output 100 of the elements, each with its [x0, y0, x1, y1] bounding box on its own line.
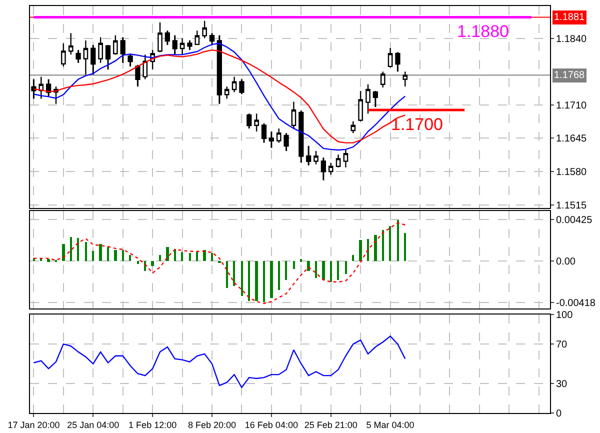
bar [181, 252, 183, 262]
y-tick-label: 1.1515 [556, 200, 588, 212]
candlestick [224, 86, 230, 100]
candlestick [135, 64, 140, 88]
bar [196, 252, 198, 262]
candlestick [320, 156, 326, 181]
candlestick [395, 51, 400, 72]
candlestick [105, 44, 111, 70]
candlestick [239, 78, 244, 95]
bar [337, 261, 339, 280]
y-tick-label: 0.00 [556, 256, 576, 268]
x-tick-label: 16 Feb 04:00 [244, 420, 298, 430]
bar [352, 255, 354, 262]
candlestick [90, 44, 96, 76]
candlestick [306, 145, 312, 166]
series-label: 1.1700 [391, 115, 443, 134]
candlestick [172, 34, 178, 56]
candlestick [180, 38, 185, 56]
candlestick [158, 22, 162, 53]
candlestick [291, 101, 296, 130]
y-tick-label: 1.1580 [556, 166, 588, 178]
candlestick [61, 42, 66, 68]
bar [137, 261, 139, 264]
candlestick [350, 120, 356, 134]
candlestick [187, 40, 192, 51]
bar [330, 261, 332, 282]
y-tick-label: 1.1645 [556, 134, 588, 145]
candlestick [328, 162, 334, 176]
candlestick [46, 78, 52, 97]
bar [174, 249, 176, 262]
bar [300, 259, 302, 262]
candlestick [284, 132, 289, 152]
candlestick [314, 150, 318, 165]
bar [114, 250, 117, 262]
bar [315, 261, 317, 278]
y-tick-label: 1.1840 [556, 34, 588, 45]
line-series [33, 222, 406, 304]
bar [92, 251, 94, 262]
candlestick [276, 128, 282, 144]
bar [367, 239, 369, 262]
candlestick [164, 30, 170, 46]
y-tick-label: 100 [556, 310, 574, 322]
candlestick [83, 40, 88, 76]
bar [77, 238, 79, 262]
candlestick [336, 154, 341, 168]
candlestick [298, 110, 304, 164]
bar [263, 261, 265, 302]
bar [189, 253, 191, 262]
bar [359, 240, 362, 262]
bar [62, 244, 65, 262]
candlestick [402, 70, 408, 88]
bar [255, 261, 258, 302]
bar [404, 233, 406, 262]
bar [203, 250, 206, 262]
x-tick-label: 25 Feb 21:00 [304, 420, 358, 430]
bar [85, 242, 87, 262]
y-tick-label: 70 [556, 340, 568, 351]
candlestick [209, 32, 215, 46]
x-tick-label: 25 Jan 04:00 [67, 420, 120, 430]
x-tick-label: 1 Feb 12:00 [128, 420, 177, 430]
x-tick-label: 8 Feb 20:00 [188, 420, 236, 430]
x-tick-label: 17 Jan 20:00 [8, 420, 60, 430]
bar [129, 255, 131, 262]
candlestick [98, 36, 103, 64]
bar [374, 235, 377, 262]
ref-line-label: 1.1768 [554, 70, 586, 81]
y-tick-label: -0.00418 [556, 298, 596, 309]
candlestick [380, 70, 386, 88]
candlestick [68, 32, 74, 56]
candlestick [202, 20, 207, 39]
bar [307, 261, 310, 272]
y-tick-label: 1.1710 [556, 100, 588, 112]
candlestick [113, 34, 118, 56]
bar [70, 237, 72, 262]
candlestick [38, 76, 44, 100]
line-series [33, 336, 406, 388]
candlestick [358, 90, 363, 122]
x-tick-label: 5 Mar 04:00 [366, 420, 414, 430]
ref-line-label: 1.1881 [554, 12, 586, 23]
candlestick [261, 122, 267, 144]
bar [166, 247, 169, 262]
bar [47, 259, 50, 262]
candlestick [254, 113, 259, 132]
bar [270, 261, 273, 298]
bar [151, 261, 154, 266]
series-label: 1.1880 [457, 22, 509, 41]
candlestick [216, 34, 222, 105]
bar [122, 250, 124, 262]
candlestick [343, 149, 348, 168]
bar [382, 230, 384, 262]
candlestick [366, 84, 370, 114]
bar [107, 247, 109, 262]
bar [233, 261, 235, 286]
y-tick-label: 0.00425 [556, 214, 593, 226]
candlestick [388, 47, 393, 68]
bar [389, 226, 391, 262]
candlestick [128, 54, 133, 68]
bar [241, 261, 243, 296]
bar [159, 255, 161, 262]
candlestick [194, 30, 200, 46]
